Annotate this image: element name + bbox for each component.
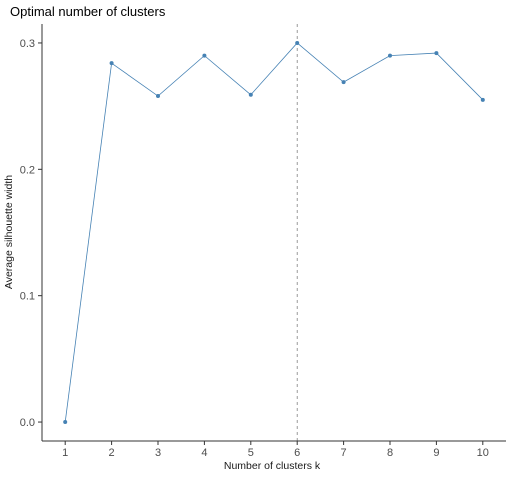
chart-title: Optimal number of clusters <box>10 4 166 19</box>
data-point-k8 <box>388 53 392 58</box>
data-point-k10 <box>480 97 485 102</box>
x-tick-label: 3 <box>155 447 161 459</box>
y-tick-label: 0.2 <box>20 164 35 176</box>
series-line <box>64 42 484 423</box>
x-tick-label: 2 <box>109 447 115 459</box>
x-tick-label: 6 <box>294 447 300 459</box>
x-tick-label: 10 <box>477 447 489 459</box>
x-axis-ticks: 1 2 3 4 5 6 7 8 9 10 <box>62 441 489 459</box>
y-axis-ticks: 0.0 0.1 0.2 0.3 <box>20 38 42 429</box>
data-point-k7 <box>341 80 346 85</box>
data-point-k1 <box>63 420 68 425</box>
x-tick-label: 4 <box>201 447 207 459</box>
x-axis-label: Number of clusters k <box>224 460 321 472</box>
y-tick-label: 0.0 <box>20 417 35 429</box>
plot-area <box>63 24 485 441</box>
data-point-k2 <box>109 61 114 66</box>
x-tick-label: 5 <box>248 447 254 459</box>
data-point-k6 <box>295 40 300 45</box>
x-tick-label: 7 <box>341 447 347 459</box>
x-tick-label: 1 <box>62 447 68 459</box>
data-point-k4 <box>202 53 207 58</box>
data-point-k5 <box>248 92 253 97</box>
x-tick-label: 8 <box>387 447 393 459</box>
data-point-k3 <box>156 94 160 99</box>
x-tick-label: 9 <box>433 447 439 459</box>
y-tick-label: 0.1 <box>20 291 35 303</box>
y-tick-label: 0.3 <box>20 38 35 50</box>
data-point-k9 <box>434 51 439 56</box>
y-axis-label: Average silhouette width <box>3 175 15 289</box>
